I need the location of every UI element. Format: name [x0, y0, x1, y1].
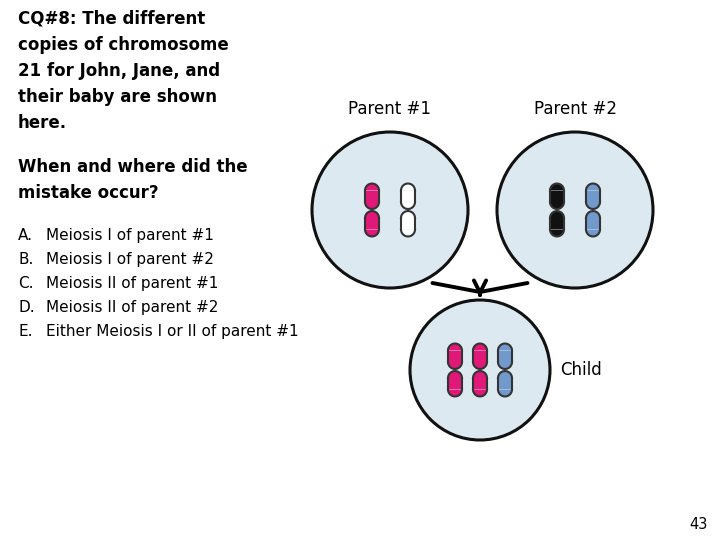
Wedge shape: [401, 202, 415, 209]
Wedge shape: [473, 343, 487, 350]
Wedge shape: [586, 184, 600, 191]
Wedge shape: [586, 211, 600, 218]
Bar: [365, 191, 379, 202]
Bar: [586, 191, 600, 202]
Bar: [401, 218, 415, 230]
Ellipse shape: [312, 132, 468, 288]
Text: their baby are shown: their baby are shown: [18, 88, 217, 106]
Bar: [365, 218, 379, 230]
Wedge shape: [401, 230, 415, 237]
Text: copies of chromosome: copies of chromosome: [18, 36, 229, 54]
Bar: [448, 378, 462, 389]
Text: mistake occur?: mistake occur?: [18, 184, 158, 202]
Ellipse shape: [497, 132, 653, 288]
Wedge shape: [401, 184, 415, 191]
Wedge shape: [550, 184, 564, 191]
Wedge shape: [448, 389, 462, 396]
Text: 21 for John, Jane, and: 21 for John, Jane, and: [18, 62, 220, 80]
Bar: [473, 378, 487, 389]
Wedge shape: [365, 184, 379, 191]
Text: C.: C.: [18, 276, 34, 291]
Wedge shape: [448, 343, 462, 350]
Text: When and where did the: When and where did the: [18, 158, 248, 176]
Wedge shape: [365, 211, 379, 218]
Wedge shape: [550, 230, 564, 237]
Text: D.: D.: [18, 300, 35, 315]
Wedge shape: [401, 211, 415, 218]
Wedge shape: [498, 343, 512, 350]
Text: B.: B.: [18, 252, 33, 267]
Text: A.: A.: [18, 228, 33, 243]
Text: here.: here.: [18, 114, 67, 132]
Wedge shape: [550, 202, 564, 209]
Wedge shape: [498, 389, 512, 396]
Text: Child: Child: [560, 361, 602, 379]
Text: Either Meiosis I or II of parent #1: Either Meiosis I or II of parent #1: [46, 324, 299, 339]
Bar: [498, 350, 512, 362]
Text: CQ#8: The different: CQ#8: The different: [18, 10, 205, 28]
Wedge shape: [473, 362, 487, 369]
Ellipse shape: [410, 300, 550, 440]
Wedge shape: [365, 202, 379, 209]
Bar: [401, 191, 415, 202]
Wedge shape: [365, 230, 379, 237]
Bar: [473, 350, 487, 362]
Text: Parent #2: Parent #2: [534, 100, 616, 118]
Wedge shape: [498, 362, 512, 369]
Text: Meiosis II of parent #2: Meiosis II of parent #2: [46, 300, 218, 315]
Wedge shape: [586, 230, 600, 237]
Wedge shape: [586, 202, 600, 209]
Wedge shape: [448, 362, 462, 369]
Bar: [550, 218, 564, 230]
Text: Meiosis I of parent #1: Meiosis I of parent #1: [46, 228, 214, 243]
Text: 43: 43: [690, 517, 708, 532]
Bar: [586, 218, 600, 230]
Wedge shape: [498, 371, 512, 378]
Bar: [448, 350, 462, 362]
Text: Meiosis I of parent #2: Meiosis I of parent #2: [46, 252, 214, 267]
Wedge shape: [473, 389, 487, 396]
Bar: [498, 378, 512, 389]
Bar: [550, 191, 564, 202]
Wedge shape: [448, 371, 462, 378]
Wedge shape: [473, 371, 487, 378]
Text: Meiosis II of parent #1: Meiosis II of parent #1: [46, 276, 218, 291]
Text: E.: E.: [18, 324, 32, 339]
Text: Parent #1: Parent #1: [348, 100, 431, 118]
Wedge shape: [550, 211, 564, 218]
